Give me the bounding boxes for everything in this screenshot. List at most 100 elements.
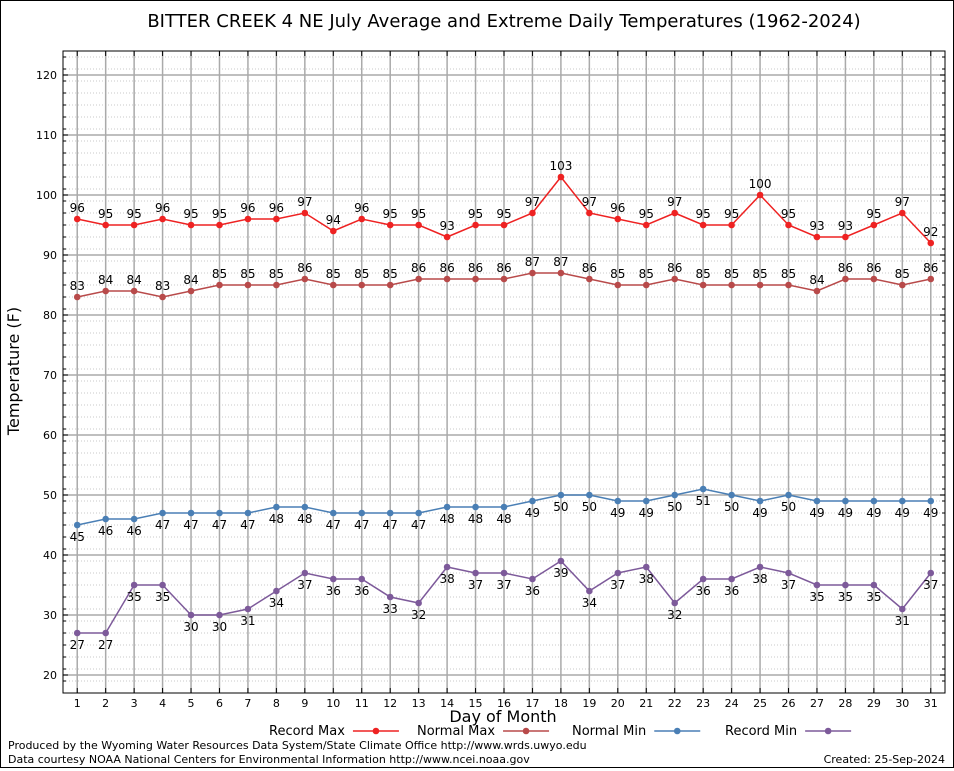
data-point (586, 587, 593, 595)
data-point (443, 233, 451, 241)
x-tick-label: 16 (497, 697, 511, 710)
data-label: 85 (752, 267, 767, 281)
data-point (216, 221, 223, 229)
y-tick-label: 40 (43, 549, 57, 562)
y-tick-label: 50 (43, 489, 57, 502)
data-label: 86 (667, 261, 682, 275)
data-label: 34 (582, 596, 597, 610)
data-point (642, 281, 650, 289)
x-axis-label: Day of Month (449, 707, 556, 726)
legend-item: Normal Min (572, 724, 701, 739)
data-label: 36 (696, 584, 711, 598)
y-tick-label: 80 (43, 309, 57, 322)
data-label: 85 (639, 267, 654, 281)
data-point (728, 575, 735, 583)
x-tick-label: 8 (273, 697, 280, 710)
data-point (73, 629, 81, 637)
x-tick-label: 26 (782, 697, 796, 710)
data-label: 49 (923, 506, 938, 520)
data-label: 86 (496, 261, 511, 275)
data-point (785, 569, 792, 577)
data-point (586, 275, 593, 283)
data-label: 27 (98, 638, 113, 652)
data-point (842, 497, 849, 505)
data-point (557, 269, 565, 277)
data-point (927, 497, 935, 505)
data-point (273, 215, 280, 223)
data-point (557, 557, 565, 565)
data-point (756, 191, 764, 199)
x-tick-label: 2 (102, 697, 109, 710)
data-label: 37 (923, 578, 938, 592)
data-point (642, 563, 650, 571)
data-label: 50 (724, 500, 739, 514)
x-tick-label: 12 (383, 697, 397, 710)
footer-courtesy: Data courtesy NOAA National Centers for … (8, 753, 530, 766)
data-point (216, 281, 223, 289)
data-label: 48 (496, 512, 511, 526)
data-point (187, 509, 195, 517)
data-label: 93 (439, 219, 454, 233)
data-point (671, 209, 679, 217)
data-label: 31 (240, 614, 255, 628)
data-label: 32 (667, 608, 682, 622)
data-point (216, 611, 223, 619)
data-point (699, 221, 707, 229)
data-point (386, 593, 394, 601)
data-label: 36 (724, 584, 739, 598)
footer-producer: Produced by the Wyoming Water Resources … (8, 739, 587, 752)
data-point (102, 221, 109, 229)
data-point (557, 491, 565, 499)
x-tick-label: 28 (838, 697, 852, 710)
data-point (813, 497, 821, 505)
data-point (358, 281, 366, 289)
data-label: 95 (126, 207, 141, 221)
data-label: 85 (269, 267, 284, 281)
data-point (472, 275, 479, 283)
data-label: 49 (639, 506, 654, 520)
data-point (529, 575, 536, 583)
data-label: 47 (212, 518, 227, 532)
data-label: 96 (354, 201, 369, 215)
data-point (756, 497, 764, 505)
data-point (159, 293, 166, 301)
data-label: 95 (383, 207, 398, 221)
data-label: 46 (126, 524, 141, 538)
x-tick-label: 23 (696, 697, 710, 710)
data-label: 36 (525, 584, 540, 598)
data-point (529, 269, 536, 277)
data-point (187, 287, 195, 295)
data-label: 37 (297, 578, 312, 592)
data-point (244, 509, 252, 517)
data-point (273, 503, 280, 511)
data-label: 83 (155, 279, 170, 293)
x-tick-label: 29 (867, 697, 881, 710)
data-point (301, 209, 309, 217)
data-point (870, 275, 878, 283)
y-tick-label: 60 (43, 429, 57, 442)
data-label: 38 (439, 572, 454, 586)
data-label: 85 (724, 267, 739, 281)
data-point (415, 599, 422, 607)
data-label: 95 (696, 207, 711, 221)
data-point (842, 581, 849, 589)
data-label: 96 (155, 201, 170, 215)
data-point (443, 503, 451, 511)
y-tick-label: 20 (43, 669, 57, 682)
data-label: 87 (525, 255, 540, 269)
data-label: 48 (439, 512, 454, 526)
data-point (500, 569, 508, 577)
data-label: 97 (525, 195, 540, 209)
x-tick-label: 15 (469, 697, 483, 710)
data-point (785, 491, 792, 499)
series-normal-min: 45 46 46 47 47 47 47 48 48 47 47 47 47 48 48 48 49 50 50 49… (70, 485, 938, 544)
data-point (102, 515, 109, 523)
chart-title: BITTER CREEK 4 NE July Average and Extre… (147, 11, 860, 32)
data-label: 35 (126, 590, 141, 604)
data-label: 85 (696, 267, 711, 281)
data-point (899, 497, 906, 505)
data-label: 36 (326, 584, 341, 598)
data-label: 38 (639, 572, 654, 586)
x-tick-label: 21 (639, 697, 653, 710)
x-tick-label: 11 (355, 697, 369, 710)
